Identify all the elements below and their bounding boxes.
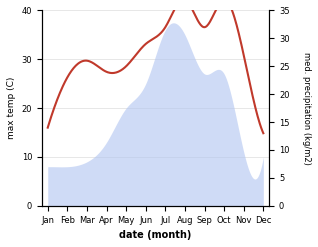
X-axis label: date (month): date (month) — [119, 230, 192, 240]
Y-axis label: med. precipitation (kg/m2): med. precipitation (kg/m2) — [302, 52, 311, 165]
Y-axis label: max temp (C): max temp (C) — [7, 77, 16, 139]
